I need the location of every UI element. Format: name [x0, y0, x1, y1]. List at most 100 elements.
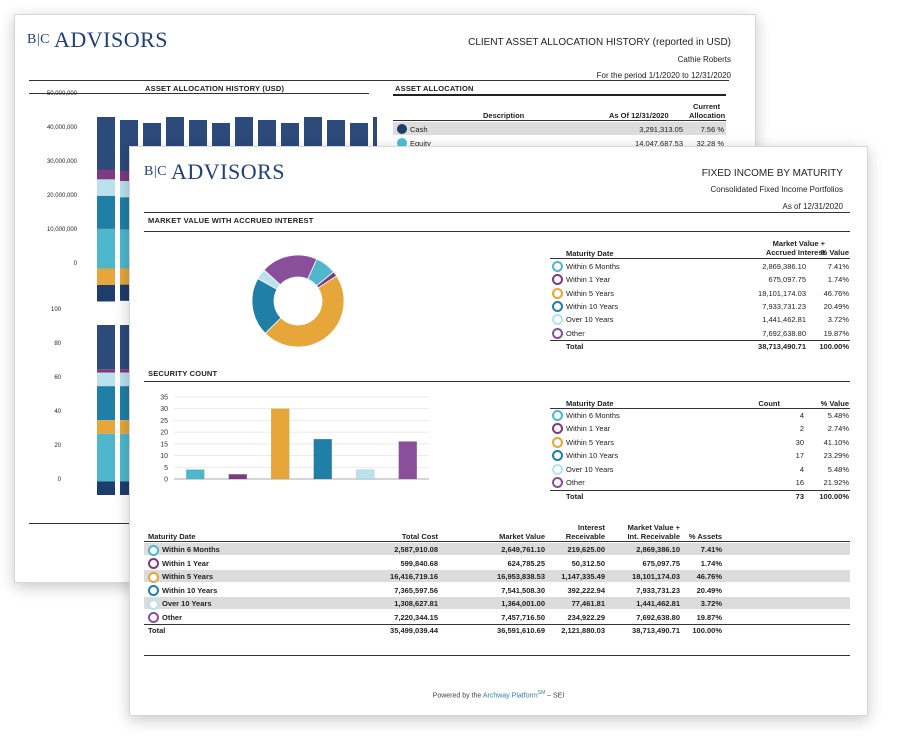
- bt-total-int: 2,121,880.03: [561, 626, 605, 635]
- y-tick-label: 15: [160, 441, 168, 448]
- value-axis-tick: 30,000,000: [46, 159, 77, 165]
- bt-row-int: 219,625.00: [567, 545, 605, 554]
- mv-header-maturity: Maturity Date: [566, 249, 614, 258]
- alloc-pct-equity: 32.28 %: [696, 139, 724, 148]
- sc-row-pct: 5.48%: [827, 411, 849, 420]
- sc-row-count: 16: [795, 478, 804, 487]
- footer-brand: Archway Platform: [482, 692, 538, 700]
- mv-row-pct: 20.49%: [823, 301, 849, 311]
- mv-row-label: Over 10 Years: [566, 315, 614, 325]
- sc-header-maturity: Maturity Date: [566, 399, 614, 408]
- bt-row-mvi: 1,441,462.81: [636, 599, 680, 608]
- mv-heading: MARKET VALUE WITH ACCRUED INTEREST: [148, 216, 314, 225]
- mv-row-label: Within 6 Months: [566, 262, 620, 271]
- alloc-label-cash: Cash: [410, 125, 428, 134]
- count-bar: [228, 474, 247, 480]
- bt-header-mvi1: Market Value +: [627, 523, 680, 532]
- maturity-swatch-icon: [552, 314, 563, 326]
- sc-total-label: Total: [566, 492, 584, 501]
- maturity-swatch-icon: [552, 450, 563, 462]
- mv-row-pct: 19.87%: [823, 328, 849, 338]
- mv-row-label: Within 5 Years: [566, 288, 614, 298]
- bt-total-mvi: 38,713,490.71: [632, 626, 680, 635]
- percent-axis-tick: 100: [50, 307, 61, 313]
- alloc-value-equity: 14,047,687.53: [635, 139, 683, 148]
- sc-row-pct: 5.48%: [827, 464, 849, 474]
- bt-total-mv: 36,591,610.69: [497, 626, 545, 635]
- mv-header-mv1: Market Value +: [772, 239, 825, 248]
- y-tick-label: 25: [160, 418, 168, 425]
- bt-total-cost: 35,499,039.44: [390, 626, 438, 635]
- bt-total-label: Total: [148, 626, 166, 635]
- history-rule: [29, 93, 369, 94]
- bt-row-label: Within 1 Year: [162, 558, 209, 568]
- maturity-swatch-icon: [148, 571, 159, 583]
- bt-row-int: 1,147,335.49: [561, 572, 605, 581]
- mv-total-rule: [550, 340, 850, 341]
- alloc-header-asof: As Of 12/31/2020: [609, 111, 669, 120]
- bt-row-cost: 7,365,597.56: [394, 585, 438, 595]
- percent-bar-segment: [97, 325, 115, 370]
- bt-row-int: 392,222.94: [567, 585, 605, 595]
- mv-row-pct: 1.74%: [827, 275, 849, 285]
- bt-row-int: 50,312.50: [571, 558, 605, 568]
- report-asof: As of 12/31/2020: [782, 202, 844, 211]
- y-tick-label: 5: [164, 465, 168, 472]
- sc-row-label: Within 6 Months: [566, 411, 620, 420]
- percent-axis-tick: 0: [57, 477, 61, 483]
- bt-total-rule: [144, 624, 850, 625]
- maturity-swatch-icon: [552, 463, 563, 475]
- history-bar-segment: [97, 228, 115, 269]
- sc-row-count: 30: [795, 437, 804, 447]
- maturity-swatch-icon: [552, 261, 563, 272]
- bt-header-pct: % Assets: [688, 532, 722, 541]
- advisors-logo: B|C ADVISORS: [27, 27, 168, 53]
- sc-row-pct: 41.10%: [823, 437, 849, 447]
- bt-row-int: 234,922.29: [567, 612, 605, 622]
- footer-tm: SM: [537, 690, 546, 696]
- bt-row-pct: 3.72%: [700, 599, 722, 608]
- advisors-logo: B|C ADVISORS: [144, 159, 285, 185]
- bt-row-mvi: 7,933,731.23: [636, 585, 680, 595]
- value-axis-tick: 0: [73, 261, 77, 267]
- alloc-pct-cash: 7.56 %: [700, 125, 724, 134]
- history-bar-segment: [373, 117, 377, 170]
- percent-axis-tick: 20: [54, 443, 61, 449]
- history-bar-segment: [97, 268, 115, 285]
- bt-row-mv: 2,649,761.10: [501, 545, 545, 554]
- mv-row-pct: 7.41%: [827, 262, 849, 271]
- logo-mark: B|C: [144, 164, 167, 179]
- history-bar-segment: [97, 169, 115, 180]
- logo-name: ADVISORS: [170, 159, 286, 184]
- maturity-swatch-icon: [552, 477, 563, 488]
- bt-header-rule: [144, 541, 850, 542]
- sc-row-label: Over 10 Years: [566, 464, 614, 474]
- mv-row-label: Within 1 Year: [566, 275, 611, 285]
- maturity-swatch-icon: [552, 327, 563, 339]
- percent-bar-segment: [97, 433, 115, 482]
- sc-total-count: 73: [795, 492, 804, 501]
- bt-row-mvi: 7,692,638.80: [636, 612, 680, 622]
- bt-row-pct: 20.49%: [696, 585, 722, 595]
- donut-slice: [264, 275, 345, 348]
- mv-donut-chart: [251, 254, 345, 348]
- mv-row-value: 675,097.75: [768, 275, 806, 285]
- mv-row-pct: 46.76%: [823, 288, 849, 298]
- history-bar-segment: [97, 285, 115, 302]
- history-heading: ASSET ALLOCATION HISTORY (USD): [145, 84, 285, 93]
- sc-row-pct: 2.74%: [827, 424, 849, 434]
- bt-header-mvi2: Int. Receivable: [627, 532, 680, 541]
- bt-row-label: Over 10 Years: [162, 599, 212, 608]
- count-bar: [313, 438, 332, 480]
- maturity-swatch-icon: [552, 423, 563, 435]
- mv-total-pct: 100.00%: [819, 342, 849, 351]
- y-tick-label: 35: [160, 395, 168, 402]
- sc-header-count: Count: [758, 399, 780, 408]
- report-title: FIXED INCOME BY MATURITY: [701, 168, 843, 179]
- percent-bar-segment: [97, 481, 115, 495]
- bt-header-mv: Market Value: [499, 532, 545, 541]
- value-axis-tick: 50,000,000: [46, 91, 77, 97]
- footer-rule: [29, 523, 144, 524]
- count-bar: [356, 469, 375, 480]
- sc-rule: [144, 381, 850, 382]
